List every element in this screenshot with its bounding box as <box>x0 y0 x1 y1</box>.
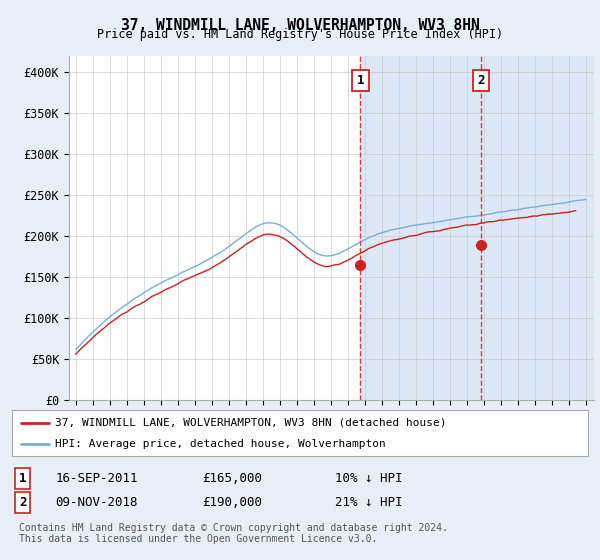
Text: 37, WINDMILL LANE, WOLVERHAMPTON, WV3 8HN: 37, WINDMILL LANE, WOLVERHAMPTON, WV3 8H… <box>121 18 479 33</box>
Text: 09-NOV-2018: 09-NOV-2018 <box>55 496 138 509</box>
Text: 37, WINDMILL LANE, WOLVERHAMPTON, WV3 8HN (detached house): 37, WINDMILL LANE, WOLVERHAMPTON, WV3 8H… <box>55 418 446 428</box>
Text: HPI: Average price, detached house, Wolverhampton: HPI: Average price, detached house, Wolv… <box>55 439 386 449</box>
Text: £190,000: £190,000 <box>202 496 262 509</box>
Text: 1: 1 <box>356 74 364 87</box>
Text: Contains HM Land Registry data © Crown copyright and database right 2024.
This d: Contains HM Land Registry data © Crown c… <box>19 522 448 544</box>
Text: £165,000: £165,000 <box>202 472 262 485</box>
Text: 1: 1 <box>19 472 26 485</box>
Text: 2: 2 <box>477 74 485 87</box>
Text: 16-SEP-2011: 16-SEP-2011 <box>55 472 138 485</box>
Bar <box>481 56 594 400</box>
Text: 10% ↓ HPI: 10% ↓ HPI <box>335 472 402 485</box>
Bar <box>361 56 481 400</box>
Text: 21% ↓ HPI: 21% ↓ HPI <box>335 496 402 509</box>
Text: Price paid vs. HM Land Registry's House Price Index (HPI): Price paid vs. HM Land Registry's House … <box>97 28 503 41</box>
Text: 2: 2 <box>19 496 26 509</box>
